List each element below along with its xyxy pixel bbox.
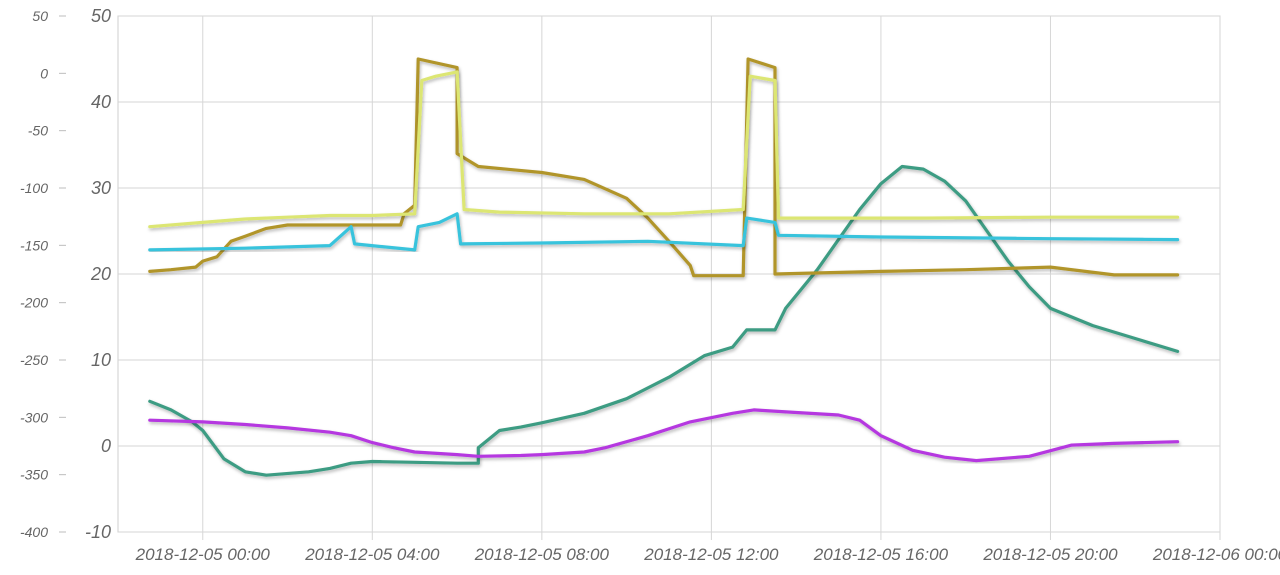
series-lines xyxy=(148,57,1180,477)
y-left-tick-label: -150 xyxy=(20,237,48,253)
x-tick-label: 2018-12-05 04:00 xyxy=(304,545,440,564)
x-tick-label: 2018-12-06 00:00 xyxy=(1152,545,1280,564)
series-line-4 xyxy=(148,212,1180,252)
y-left-tick-label: -350 xyxy=(20,467,48,483)
y-right-tick-label: 10 xyxy=(91,350,111,370)
grid xyxy=(117,15,1221,540)
y-right-tick-label: 20 xyxy=(90,264,111,284)
y-left-tick-label: 0 xyxy=(40,65,48,81)
y-left-tick-label: -50 xyxy=(28,123,48,139)
x-tick-label: 2018-12-05 20:00 xyxy=(982,545,1118,564)
x-tick-label: 2018-12-05 08:00 xyxy=(474,545,610,564)
x-tick-label: 2018-12-05 16:00 xyxy=(813,545,949,564)
x-tick-label: 2018-12-05 12:00 xyxy=(643,545,779,564)
y-left-tick-label: -300 xyxy=(20,409,48,425)
series-line-2 xyxy=(148,57,1180,278)
y-right-tick-label: 40 xyxy=(91,92,111,112)
y-left-tick-label: -250 xyxy=(20,352,48,368)
y-left-tick-label: -200 xyxy=(20,295,48,311)
series-line-3 xyxy=(148,70,1180,229)
y-left-tick-label: -100 xyxy=(20,180,48,196)
y-left-tick-label: -400 xyxy=(20,524,48,540)
axes: 50 40 30 20 10 0 -10 50 0 -50 -100 -150 -200 -250 -300… xyxy=(20,6,1280,564)
x-tick-label: 2018-12-05 00:00 xyxy=(135,545,271,564)
y-right-tick-label: -10 xyxy=(85,522,111,542)
y-right-tick-label: 0 xyxy=(101,436,111,456)
series-line-1 xyxy=(148,164,1180,477)
y-right-tick-label: 30 xyxy=(91,178,111,198)
series-line-5 xyxy=(148,408,1180,463)
y-right-tick-label: 50 xyxy=(91,6,111,26)
y-left-tick-label: 50 xyxy=(32,8,48,24)
